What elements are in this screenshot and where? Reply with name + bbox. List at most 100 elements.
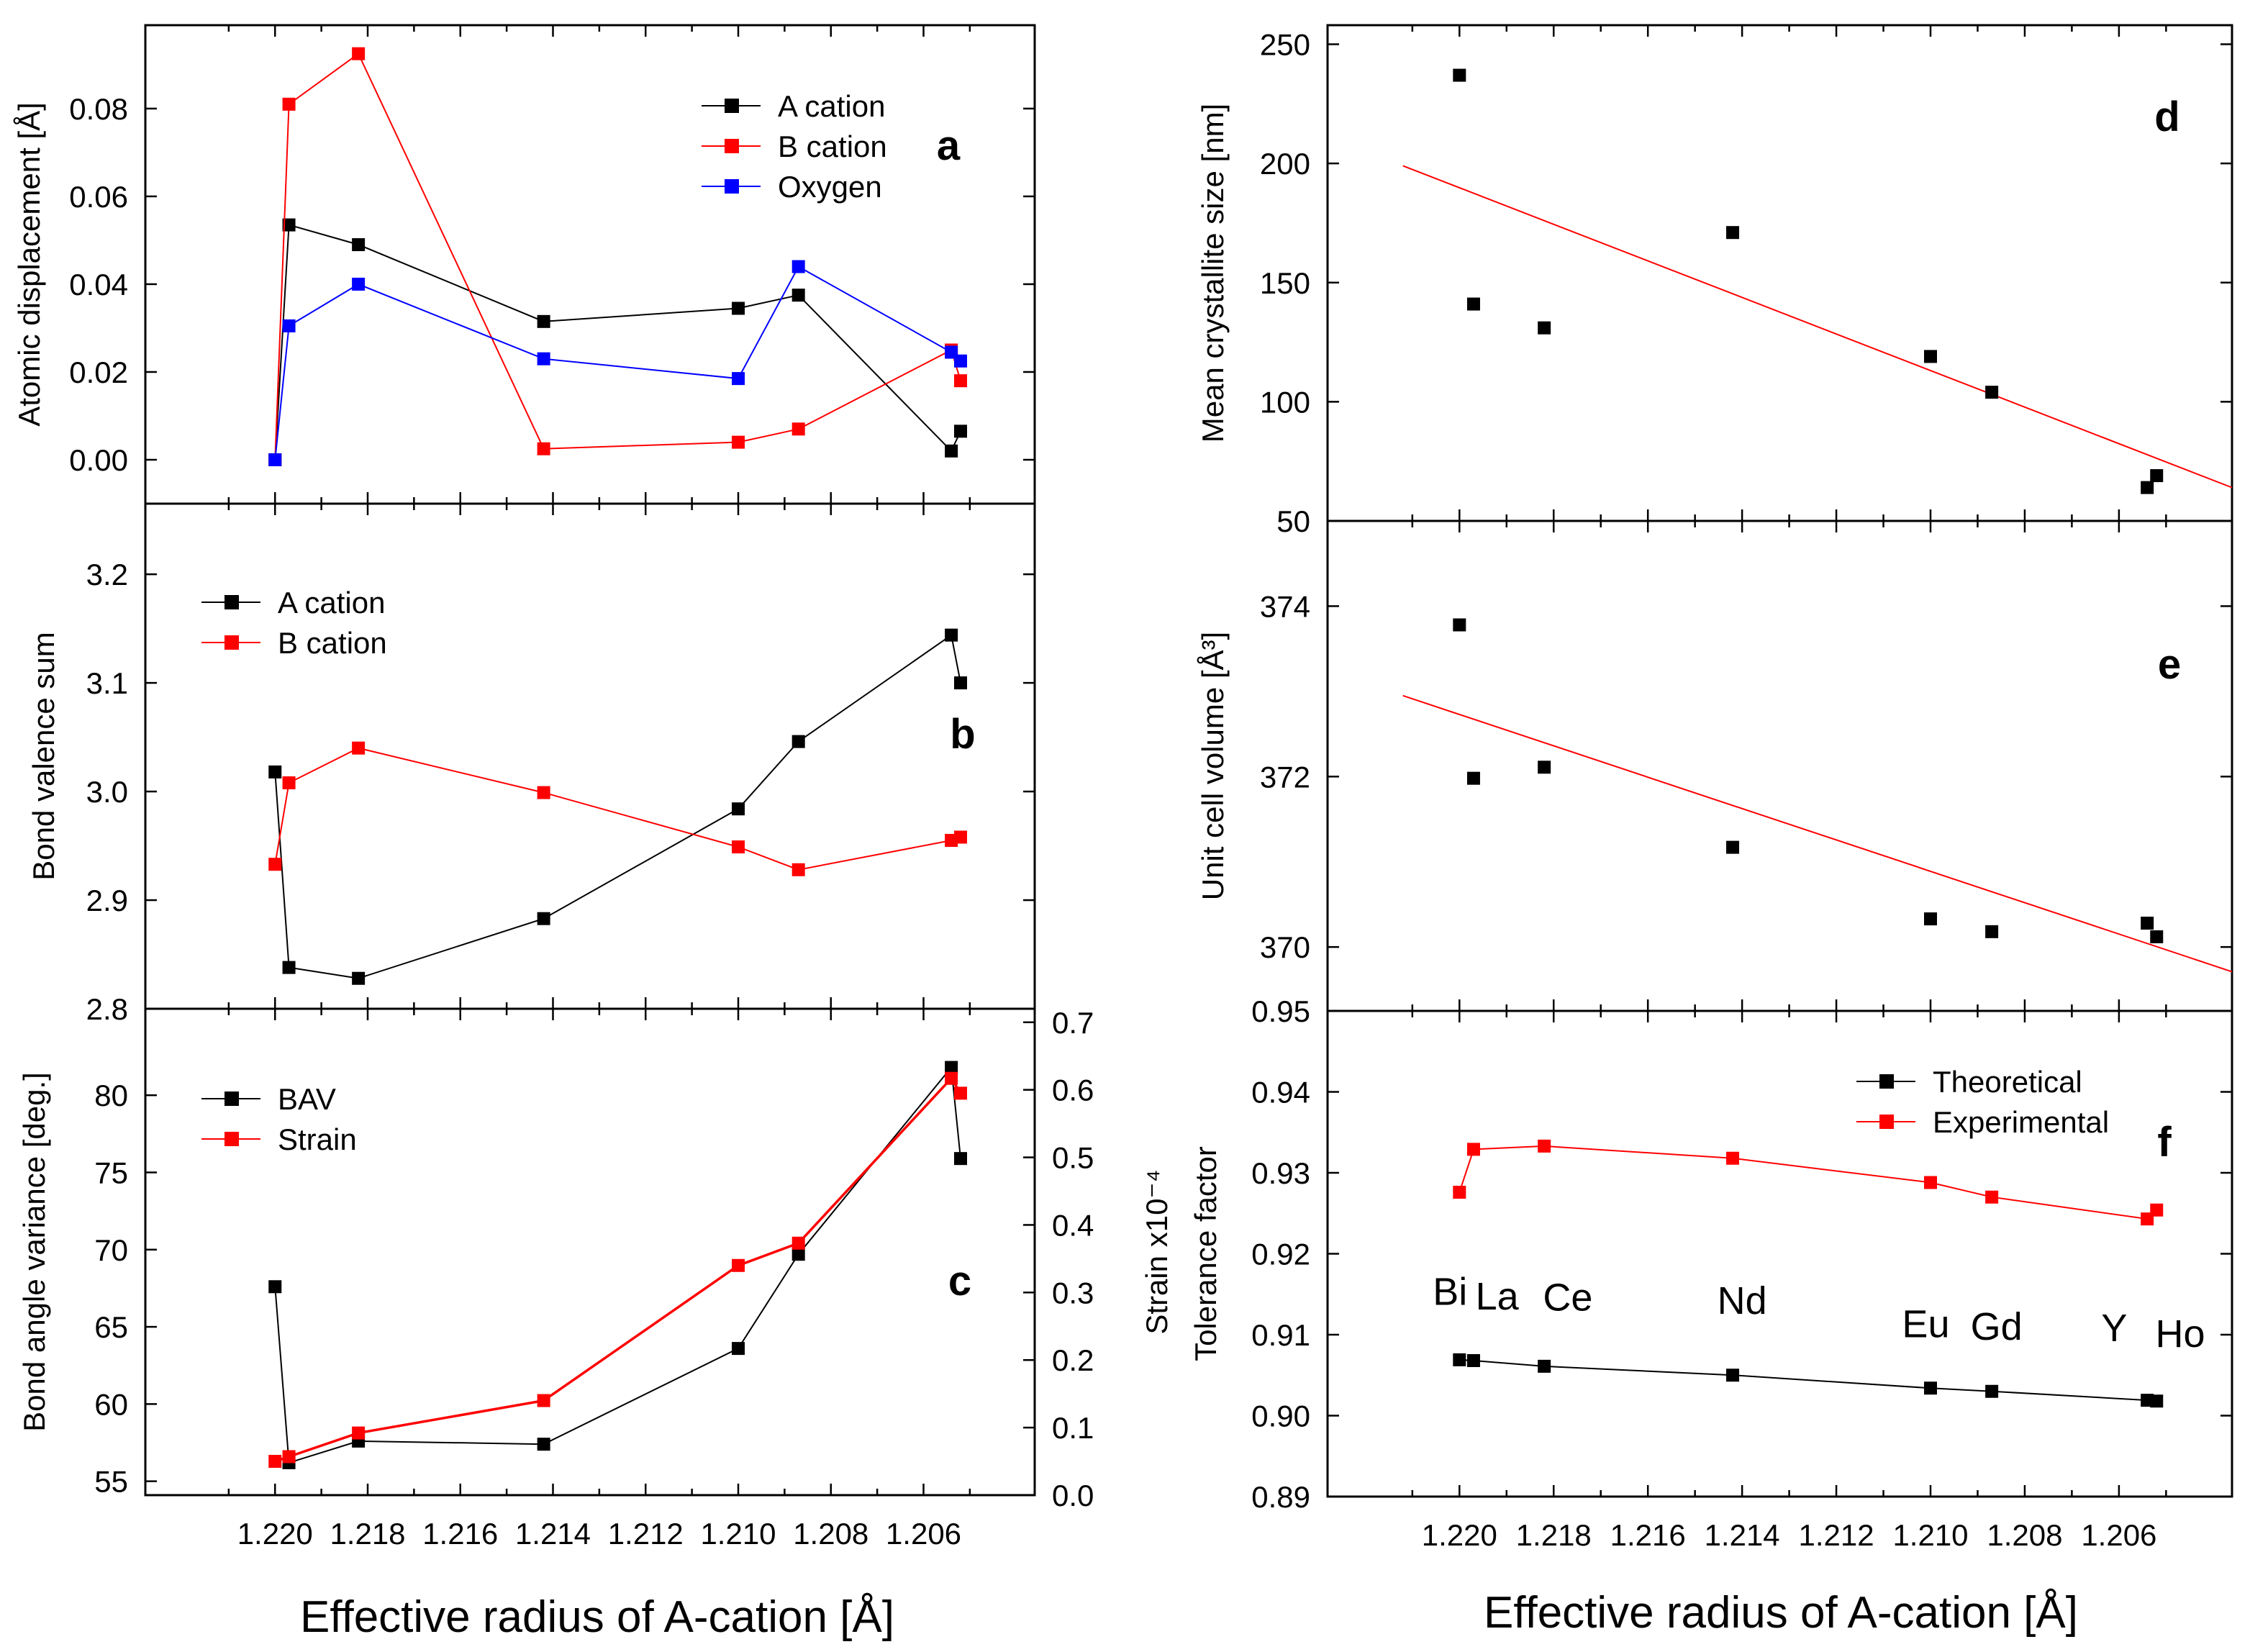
- y-tick-label: 0.08: [69, 92, 128, 126]
- y-tick-label: 0.89: [1251, 1480, 1310, 1514]
- data-point: [732, 802, 745, 816]
- data-point: [2141, 917, 2154, 930]
- element-label: Y: [2101, 1307, 2127, 1350]
- data-point: [1466, 1354, 1480, 1367]
- data-point: [1453, 1353, 1466, 1366]
- y-tick-label: 80: [94, 1079, 128, 1112]
- y-tick-label: 0.91: [1251, 1318, 1310, 1352]
- panel-c: 1.220 1.218 1.216 1.214 1.212 1.210 1.208 1.206…: [17, 1006, 1174, 1551]
- data-point: [945, 1071, 958, 1085]
- data-point: [1726, 226, 1740, 240]
- fit-line: [1402, 165, 2233, 489]
- data-point: [537, 1394, 550, 1407]
- y-tick-label: 0.94: [1251, 1076, 1310, 1109]
- x-tick-label: 1.210: [1892, 1518, 1968, 1552]
- y2-tick-label: 0.3: [1052, 1276, 1094, 1310]
- panel-letter: f: [2157, 1119, 2172, 1166]
- data-point: [1924, 1176, 1937, 1189]
- legend-label: B cation: [778, 130, 887, 163]
- data-point: [954, 354, 967, 368]
- data-point: [268, 1280, 282, 1294]
- panel-letter: d: [2154, 94, 2179, 140]
- panel-letter: b: [950, 711, 975, 758]
- data-point: [1466, 1143, 1480, 1156]
- y-tick-label: 55: [94, 1465, 128, 1499]
- y-axis-title: Mean crystallite size [nm]: [1196, 104, 1230, 442]
- panel-letter: c: [948, 1258, 971, 1304]
- y-tick-label: 0.95: [1251, 994, 1310, 1028]
- y2-tick-label: 0.0: [1052, 1479, 1094, 1512]
- x-tick-label: 1.220: [1422, 1518, 1497, 1552]
- series-line-a-cation: [274, 634, 961, 979]
- y-tick-label: 0.06: [69, 180, 128, 214]
- legend-marker: [224, 1132, 239, 1146]
- data-point: [791, 289, 805, 302]
- data-point: [352, 238, 366, 252]
- data-point: [1453, 1186, 1466, 1199]
- data-point: [1538, 1359, 1551, 1373]
- data-point: [1726, 1369, 1740, 1382]
- y-tick-label: 0.90: [1251, 1399, 1310, 1433]
- data-point: [1453, 68, 1466, 82]
- y-tick-label: 70: [94, 1233, 128, 1267]
- legend-marker: [1879, 1074, 1894, 1089]
- y-tick-label: 65: [94, 1310, 128, 1344]
- data-point: [2150, 1394, 2164, 1408]
- panel-letter: e: [2158, 641, 2181, 688]
- data-point: [282, 776, 296, 789]
- y-tick-label: 370: [1260, 930, 1310, 964]
- y2-tick-label: 0.5: [1052, 1141, 1094, 1175]
- data-point: [1924, 350, 1937, 363]
- element-label: Eu: [1902, 1302, 1949, 1345]
- data-point: [791, 1248, 805, 1261]
- y2-tick-label: 0.6: [1052, 1074, 1094, 1107]
- panel-b: 2.8 2.9 3.0 3.1 3.2 Bond valence sum b A cation…: [27, 502, 1036, 1026]
- series-line-oxygen: [274, 266, 961, 460]
- panel-d: 50 100 150 200 250 Mean crystallite size [nm]…: [1196, 24, 2233, 538]
- data-point: [352, 971, 366, 985]
- y2-tick-label: 0.7: [1052, 1006, 1094, 1040]
- panel-letter: a: [937, 122, 961, 169]
- y-tick-label: 0.92: [1251, 1238, 1310, 1271]
- legend-marker: [725, 99, 739, 113]
- y-tick-label: 0.93: [1251, 1156, 1310, 1190]
- legend-marker: [1879, 1115, 1894, 1129]
- data-point: [537, 314, 550, 328]
- x-tick-label: 1.212: [608, 1517, 684, 1551]
- series-line-bav: [274, 1066, 961, 1464]
- data-point: [732, 840, 745, 854]
- x-axis-title-left: Effective radius of A-cation [Å]: [300, 1592, 894, 1642]
- y-axis-title: Bond valence sum: [27, 632, 60, 881]
- data-point: [282, 97, 296, 111]
- data-point: [537, 786, 550, 799]
- legend-label: Oxygen: [778, 170, 882, 204]
- legend-label: Strain: [278, 1122, 357, 1156]
- data-point: [791, 735, 805, 748]
- data-point: [791, 1236, 805, 1250]
- data-point: [2150, 930, 2164, 943]
- data-point: [954, 425, 967, 438]
- legend-label: A cation: [778, 89, 885, 123]
- data-point: [791, 260, 805, 273]
- data-point: [1726, 840, 1740, 854]
- data-point: [282, 218, 296, 232]
- y-tick-label: 0.00: [69, 443, 128, 477]
- x-tick-label: 1.210: [700, 1517, 776, 1551]
- data-point: [945, 1061, 958, 1074]
- data-point: [954, 374, 967, 388]
- panel-a: 0.00 0.02 0.04 0.06 0.08 Atomic displacement …: [12, 24, 1036, 505]
- x-tick-label: 1.220: [237, 1517, 313, 1551]
- legend-marker: [224, 1092, 239, 1106]
- legend-label: A cation: [278, 586, 385, 620]
- x-axis-title-right: Effective radius of A-cation [Å]: [1484, 1588, 2078, 1638]
- data-point: [1985, 1384, 1999, 1398]
- data-point: [954, 676, 967, 690]
- legend-marker: [224, 635, 239, 650]
- x-tick-label: 1.208: [793, 1517, 868, 1551]
- y-tick-label: 100: [1260, 385, 1310, 419]
- legend-label: Experimental: [1933, 1105, 2109, 1139]
- element-label: Gd: [1971, 1305, 2023, 1348]
- data-point: [2150, 469, 2164, 483]
- y-tick-label: 200: [1260, 147, 1310, 181]
- legend-marker: [725, 139, 739, 153]
